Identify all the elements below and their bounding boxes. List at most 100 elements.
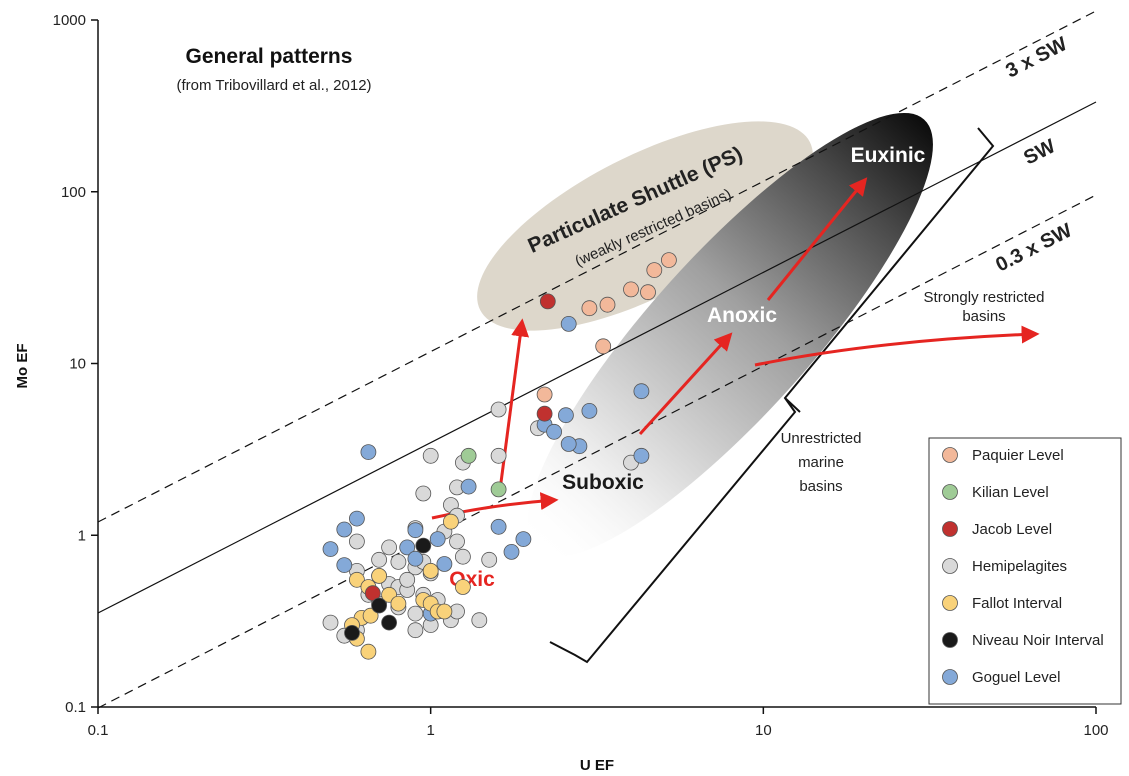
point-paquier-level — [595, 338, 612, 355]
label-3x-seawater: 3 x SW — [1002, 33, 1071, 82]
legend-label: Niveau Noir Interval — [972, 632, 1104, 649]
point-goguel-level — [633, 447, 650, 464]
anoxic-label: Anoxic — [707, 304, 777, 327]
point-fallot-interval — [362, 607, 379, 624]
brackets — [549, 127, 995, 664]
y-tick-label: 1 — [78, 527, 86, 544]
point-fallot-interval — [371, 568, 388, 584]
legend-label: Kilian Level — [972, 484, 1049, 501]
legend-marker-hemipelagites — [942, 558, 958, 574]
point-hemipelagites — [449, 533, 465, 550]
point-kilian-level — [490, 481, 507, 498]
point-hemipelagites — [481, 551, 498, 568]
line-0.3x-seawater — [97, 194, 1097, 709]
point-jacob-level — [536, 405, 553, 422]
point-hemipelagites — [422, 447, 439, 464]
point-goguel-level — [360, 444, 377, 461]
x-tick-label: 1 — [426, 722, 434, 739]
y-axis-label: Mo EF — [14, 344, 31, 389]
point-hemipelagites — [454, 548, 471, 565]
point-goguel-level — [336, 521, 353, 538]
point-goguel-level — [322, 541, 339, 557]
x-tick-label: 100 — [1083, 722, 1108, 739]
chart-title: General patterns — [186, 45, 353, 68]
point-goguel-level — [560, 315, 577, 332]
point-niveau-noir-interval — [344, 625, 360, 641]
legend-label: Fallot Interval — [972, 595, 1062, 612]
point-hemipelagites — [381, 539, 398, 556]
point-hemipelagites — [490, 447, 507, 464]
point-fallot-interval — [348, 571, 365, 588]
point-hemipelagites — [390, 554, 407, 570]
point-niveau-noir-interval — [371, 597, 388, 614]
point-goguel-level — [515, 531, 532, 547]
y-tick-label: 0.1 — [65, 699, 86, 716]
point-paquier-level — [640, 284, 656, 301]
x-tick-label: 0.1 — [88, 722, 109, 739]
point-niveau-noir-interval — [415, 537, 432, 554]
legend: Paquier Level Kilian Level Jacob Level Hemi… — [928, 437, 1122, 705]
point-jacob-level — [539, 293, 556, 310]
point-niveau-noir-interval — [381, 614, 398, 631]
point-hemipelagites — [415, 485, 432, 502]
point-goguel-level — [460, 478, 477, 495]
legend-label: Goguel Level — [972, 669, 1060, 686]
legend-marker-kilian-level — [942, 484, 958, 500]
point-hemipelagites — [371, 551, 388, 568]
point-hemipelagites — [348, 533, 365, 550]
point-fallot-interval — [436, 603, 453, 620]
legend-marker-fallot-interval — [942, 595, 958, 611]
arrow-anoxic-to-euxinic — [766, 177, 868, 301]
label-0.3x-seawater: 0.3 x SW — [992, 219, 1075, 276]
chart-subtitle: (from Tribovillard et al., 2012) — [176, 77, 371, 94]
strongly-restricted-label-1: Strongly restricted — [924, 289, 1045, 306]
y-tick-label: 100 — [61, 184, 86, 201]
suboxic-label: Suboxic — [562, 471, 644, 494]
legend-box — [928, 437, 1122, 705]
legend-marker-niveau-noir-interval — [942, 632, 958, 648]
point-goguel-level — [348, 510, 365, 527]
unrestricted-label-1: Unrestricted — [781, 430, 862, 447]
line-seawater — [97, 101, 1097, 614]
point-goguel-level — [633, 383, 650, 400]
x-axis-label: U EF — [580, 757, 614, 774]
label-seawater: SW — [1020, 135, 1059, 169]
data-points — [322, 252, 677, 660]
axes: 0.1 1 10 100 0.1 1 10 100 1000 U EF Mo EF — [14, 12, 1109, 774]
point-fallot-interval — [390, 595, 407, 612]
strongly-restricted-label-2: basins — [962, 308, 1005, 325]
point-paquier-level — [581, 300, 598, 317]
point-hemipelagites — [407, 605, 424, 622]
unrestricted-basins-bracket — [549, 127, 995, 664]
point-goguel-level — [546, 423, 562, 440]
point-kilian-level — [460, 447, 477, 464]
line-3x-seawater — [97, 10, 1097, 523]
arrow-suboxic-to-anoxic — [638, 332, 733, 436]
arrow-strongly-restricted — [754, 325, 1040, 367]
legend-marker-paquier-level — [942, 447, 958, 463]
y-tick-label: 10 — [69, 356, 86, 373]
point-goguel-level — [407, 550, 424, 567]
euxinic-label: Euxinic — [851, 144, 926, 167]
arrow-to-particulate-shuttle — [498, 318, 530, 491]
point-hemipelagites — [322, 614, 339, 631]
legend-label: Paquier Level — [972, 447, 1064, 464]
point-hemipelagites — [490, 401, 507, 418]
point-fallot-interval — [442, 513, 459, 530]
point-jacob-level — [364, 585, 381, 602]
point-hemipelagites — [471, 612, 488, 629]
point-paquier-level — [623, 281, 639, 298]
point-goguel-level — [558, 407, 574, 424]
unrestricted-label-2: marine — [798, 454, 844, 471]
point-goguel-level — [399, 539, 416, 556]
point-hemipelagites — [399, 571, 416, 588]
point-hemipelagites — [407, 622, 424, 639]
y-tick-label: 1000 — [53, 12, 86, 29]
legend-marker-goguel-level — [942, 669, 958, 685]
point-goguel-level — [490, 518, 507, 535]
point-paquier-level — [646, 262, 663, 279]
point-fallot-interval — [422, 563, 439, 579]
arrow-oxic-to-suboxic — [431, 492, 559, 520]
x-tick-label: 10 — [755, 722, 772, 739]
